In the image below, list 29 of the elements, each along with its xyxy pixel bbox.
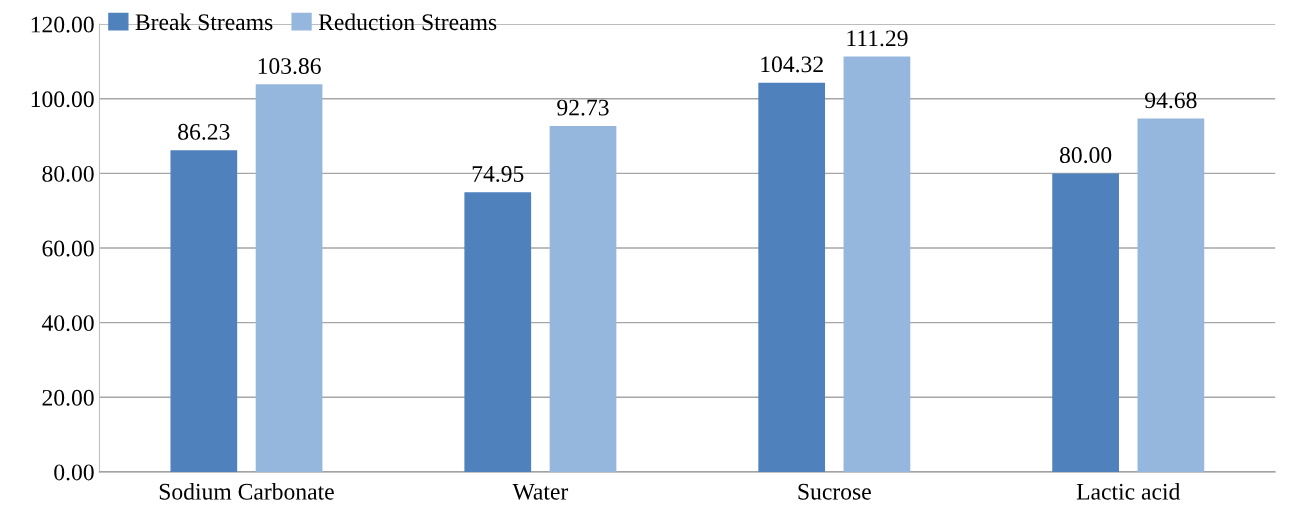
data-label: 80.00 [1059, 147, 1112, 164]
x-tick-label: Sodium Carbonate [159, 483, 334, 500]
data-label: 74.95 [472, 166, 524, 182]
y-tick-label: 20.00 [42, 389, 94, 406]
legend-label: Reduction Streams [318, 13, 497, 31]
y-tick-label: 0.00 [54, 464, 94, 481]
data-label: 103.86 [258, 58, 321, 75]
x-tick-label: Lactic acid [1076, 483, 1181, 500]
bar [464, 192, 532, 472]
bar [843, 56, 911, 472]
bar [758, 82, 826, 472]
bar [1052, 173, 1119, 472]
x-tick-label: Water [512, 483, 569, 500]
bar [549, 125, 617, 472]
data-label: 86.23 [178, 123, 230, 140]
y-tick-label: 40.00 [41, 315, 94, 332]
data-label: 104.32 [761, 56, 823, 73]
y-tick-label: 60.00 [42, 240, 94, 257]
data-label: 92.73 [557, 99, 609, 116]
data-label: 94.68 [1145, 92, 1197, 109]
bar [255, 84, 323, 472]
bar [170, 150, 238, 472]
y-tick-label: 100.00 [31, 91, 94, 108]
legend-label: Break Streams [135, 13, 273, 31]
data-label: 111.29 [847, 30, 908, 47]
bar [1137, 118, 1205, 472]
y-tick-label: 120.00 [31, 16, 94, 33]
y-tick-label: 80.00 [42, 165, 94, 182]
x-tick-label: Sucrose [798, 483, 871, 500]
